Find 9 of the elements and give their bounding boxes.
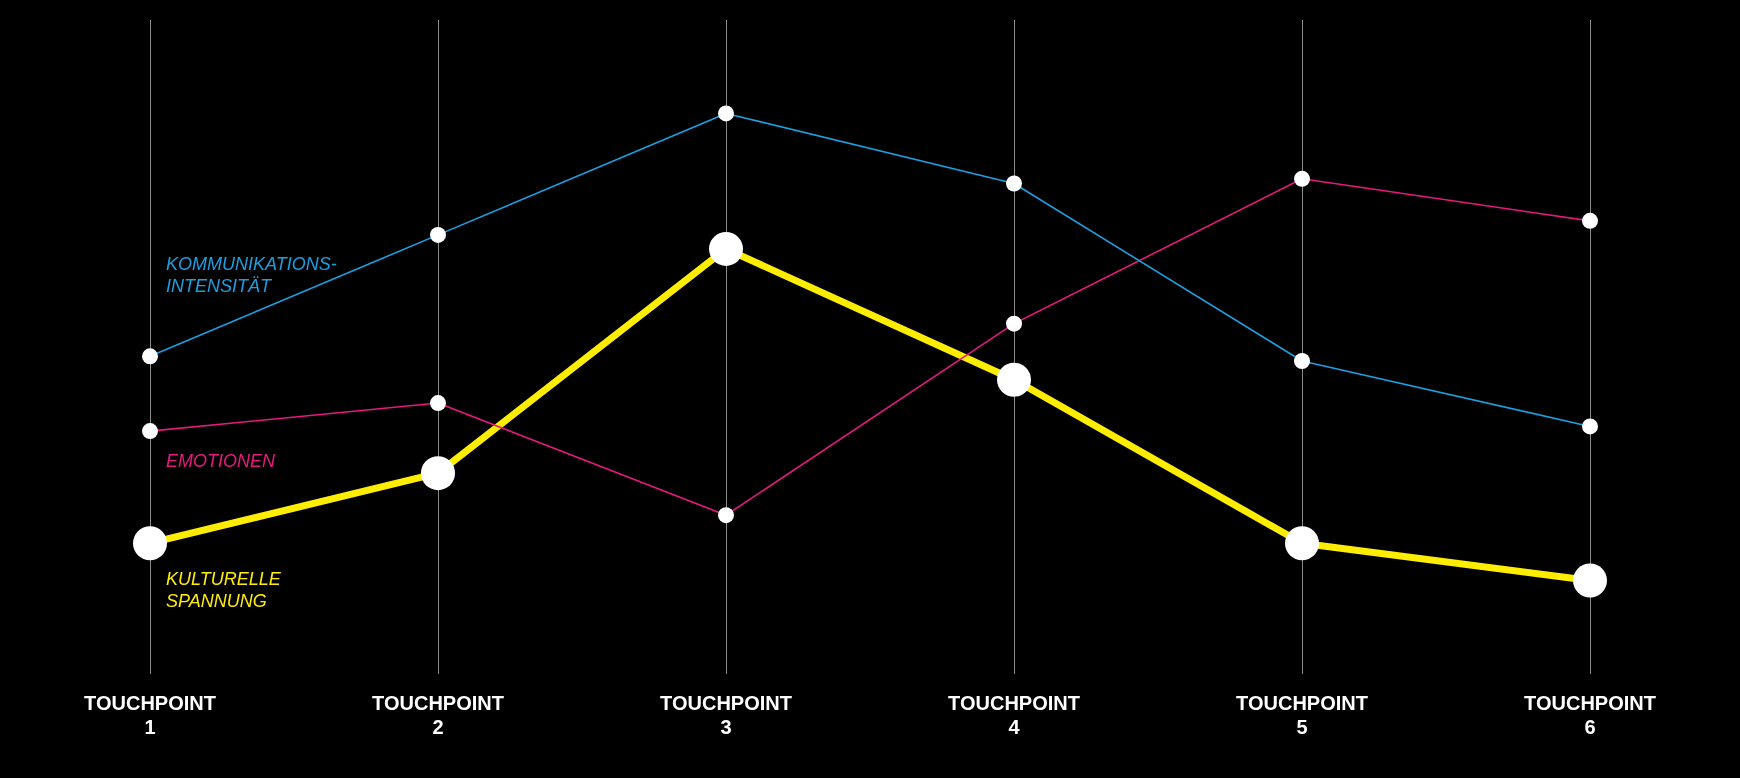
series-label: KULTURELLE SPANNUNG xyxy=(166,569,282,612)
x-tick-label: TOUCHPOINT 1 xyxy=(84,691,216,738)
x-tick-label: TOUCHPOINT 3 xyxy=(660,691,792,738)
x-tick-label: TOUCHPOINT 2 xyxy=(372,691,504,738)
series-label: KOMMUNIKATIONS-INTENSITÄT xyxy=(166,254,337,297)
x-tick-label: TOUCHPOINT 5 xyxy=(1236,691,1368,738)
series-label: EMOTIONEN xyxy=(166,451,276,472)
x-tick-label: TOUCHPOINT 4 xyxy=(948,691,1080,738)
x-tick-label: TOUCHPOINT 6 xyxy=(1524,691,1656,738)
